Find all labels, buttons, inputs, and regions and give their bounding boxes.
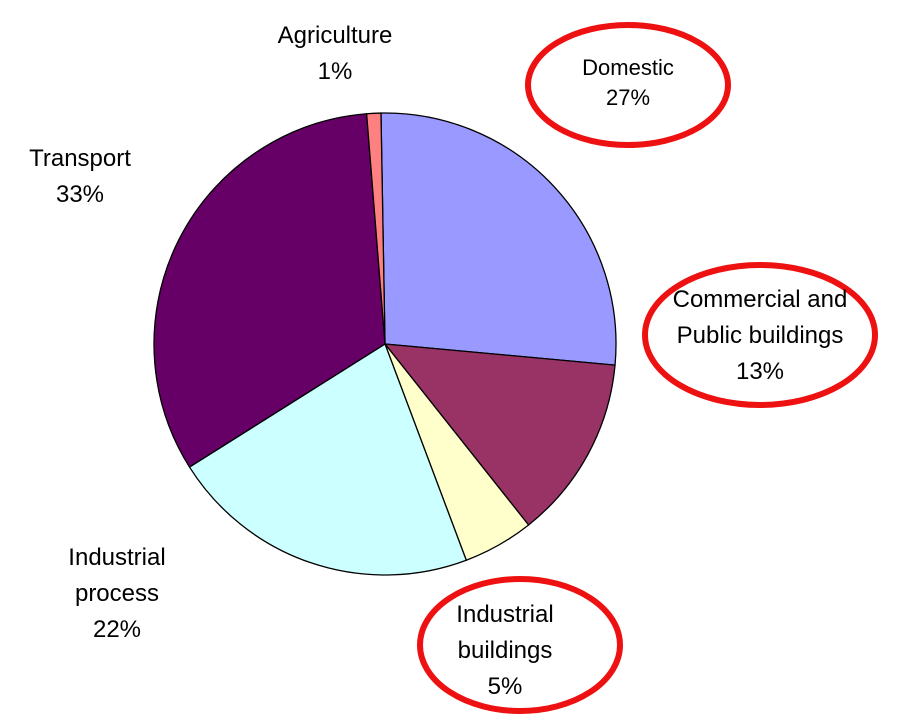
highlight-ellipse-industrial-buildings [417, 576, 623, 714]
slice-label-line: Domestic [582, 55, 674, 80]
slice-label-agriculture: Agriculture 1% [278, 22, 393, 85]
pie-slice-domestic [380, 112, 617, 366]
slice-label-line: Industrial [68, 544, 165, 571]
highlight-ellipse-domestic [525, 22, 731, 148]
pie-slice-transport [153, 113, 386, 468]
pie-slice-agriculture [365, 112, 386, 345]
slice-percent: 33% [56, 181, 104, 208]
slice-label-commercial-and-public-buildings: Commercial and Public buildings 13% [673, 286, 848, 385]
slice-label-line: Agriculture [278, 22, 393, 49]
pie-slice-industrial-process [188, 343, 467, 576]
highlight-ellipse-commercial-and-public-buildings [642, 262, 878, 408]
slice-percent: 1% [318, 58, 353, 85]
slice-percent: 5% [488, 673, 523, 700]
slice-label-line: Public buildings [677, 322, 844, 349]
slice-label-line: Transport [29, 145, 131, 172]
slice-label-transport: Transport 33% [29, 145, 131, 208]
slice-label-line: Industrial [456, 601, 553, 628]
slice-label-line: Commercial and [673, 286, 848, 313]
slice-percent: 27% [606, 85, 650, 110]
slice-label-line: process [75, 580, 159, 607]
slice-label-industrial-process: Industrial process 22% [68, 544, 165, 643]
slice-percent: 22% [93, 616, 141, 643]
slice-percent: 13% [736, 358, 784, 385]
slice-label-industrial-buildings: Industrial buildings 5% [456, 601, 553, 700]
pie-slice-commercial-and-public-buildings [384, 343, 616, 526]
slice-label-line: buildings [458, 637, 553, 664]
slice-label-domestic: Domestic 27% [582, 55, 674, 110]
